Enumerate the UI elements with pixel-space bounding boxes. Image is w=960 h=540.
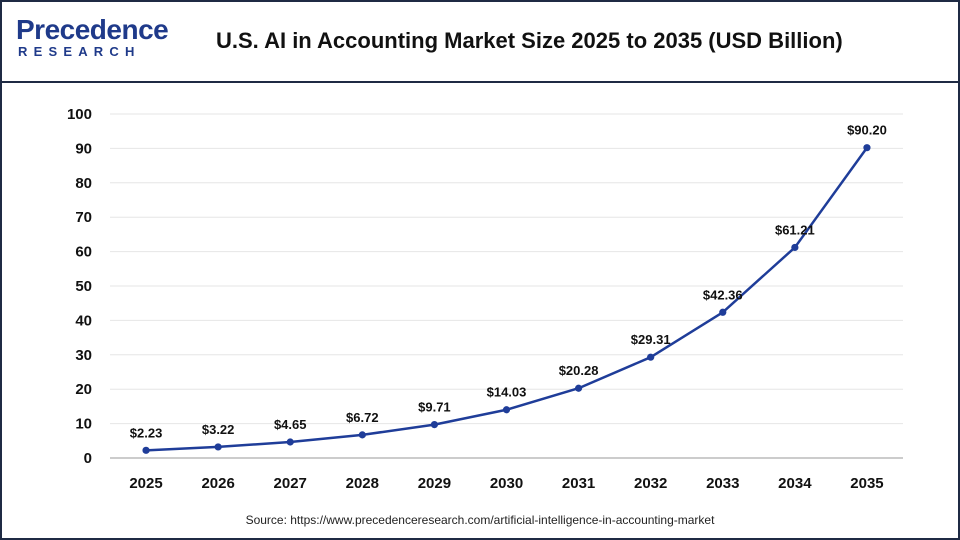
y-tick-label: 90	[75, 140, 92, 157]
y-tick-label: 70	[75, 209, 92, 226]
x-tick-label: 2032	[634, 475, 667, 492]
brand-sub: RESEARCH	[18, 44, 141, 59]
x-tick-label: 2033	[706, 475, 739, 492]
data-point	[647, 353, 655, 361]
y-tick-label: 40	[75, 312, 92, 329]
y-axis-ticks: 0 10 20 30 40 50 60 70 80 90 100	[67, 106, 92, 467]
data-label: $2.23	[130, 425, 163, 440]
header: Precedence RESEARCH U.S. AI in Accountin…	[0, 0, 960, 83]
data-point	[791, 243, 799, 252]
y-tick-label: 0	[84, 450, 92, 467]
data-label: $14.03	[487, 385, 527, 400]
data-label: $9.71	[418, 400, 451, 415]
data-point	[574, 384, 583, 392]
data-label: $61.21	[775, 222, 815, 237]
x-tick-label: 2035	[850, 475, 883, 492]
x-tick-label: 2034	[778, 475, 812, 492]
y-tick-label: 20	[75, 381, 92, 398]
y-tick-label: 10	[75, 416, 92, 433]
brand-logo: Precedence RESEARCH	[16, 14, 176, 64]
data-label: $3.22	[202, 422, 235, 437]
data-point	[214, 443, 222, 451]
data-point	[719, 308, 727, 316]
data-point	[358, 431, 366, 439]
brand-name: Precedence	[16, 14, 169, 45]
x-tick-label: 2028	[346, 475, 379, 492]
data-point	[142, 446, 150, 454]
source-note: Source: https://www.precedenceresearch.c…	[245, 513, 715, 527]
data-points	[142, 144, 871, 454]
data-labels: $2.23 $3.22 $4.65 $6.72 $9.71 $14.03 $20.28 $29…	[130, 123, 887, 441]
x-tick-label: 2026	[201, 475, 234, 492]
x-axis-ticks: 2025 2026 2027 2028 2029 2030 2031 2032 2033 2034…	[129, 475, 883, 492]
data-label: $6.72	[346, 410, 379, 425]
x-tick-label: 2030	[490, 475, 523, 492]
x-tick-label: 2025	[129, 475, 162, 492]
data-point	[286, 438, 294, 446]
series-group	[145, 146, 868, 452]
y-tick-label: 60	[75, 244, 92, 261]
data-label: $29.31	[631, 332, 671, 347]
data-point	[430, 420, 439, 429]
x-tick-label: 2031	[562, 475, 595, 492]
data-label: $4.65	[274, 417, 307, 432]
y-tick-label: 80	[75, 175, 92, 192]
y-tick-label: 30	[75, 347, 92, 364]
series-line	[145, 146, 868, 452]
data-point	[863, 144, 871, 152]
x-tick-label: 2027	[274, 475, 307, 492]
y-tick-label: 100	[67, 106, 92, 123]
data-label: $90.20	[847, 123, 887, 138]
data-label: $42.36	[703, 287, 743, 302]
data-point	[502, 406, 511, 414]
data-label: $20.28	[559, 363, 599, 378]
y-tick-label: 50	[75, 278, 92, 295]
chart-title: U.S. AI in Accounting Market Size 2025 t…	[216, 28, 843, 53]
grid-lines	[110, 113, 903, 425]
x-tick-label: 2029	[418, 475, 451, 492]
